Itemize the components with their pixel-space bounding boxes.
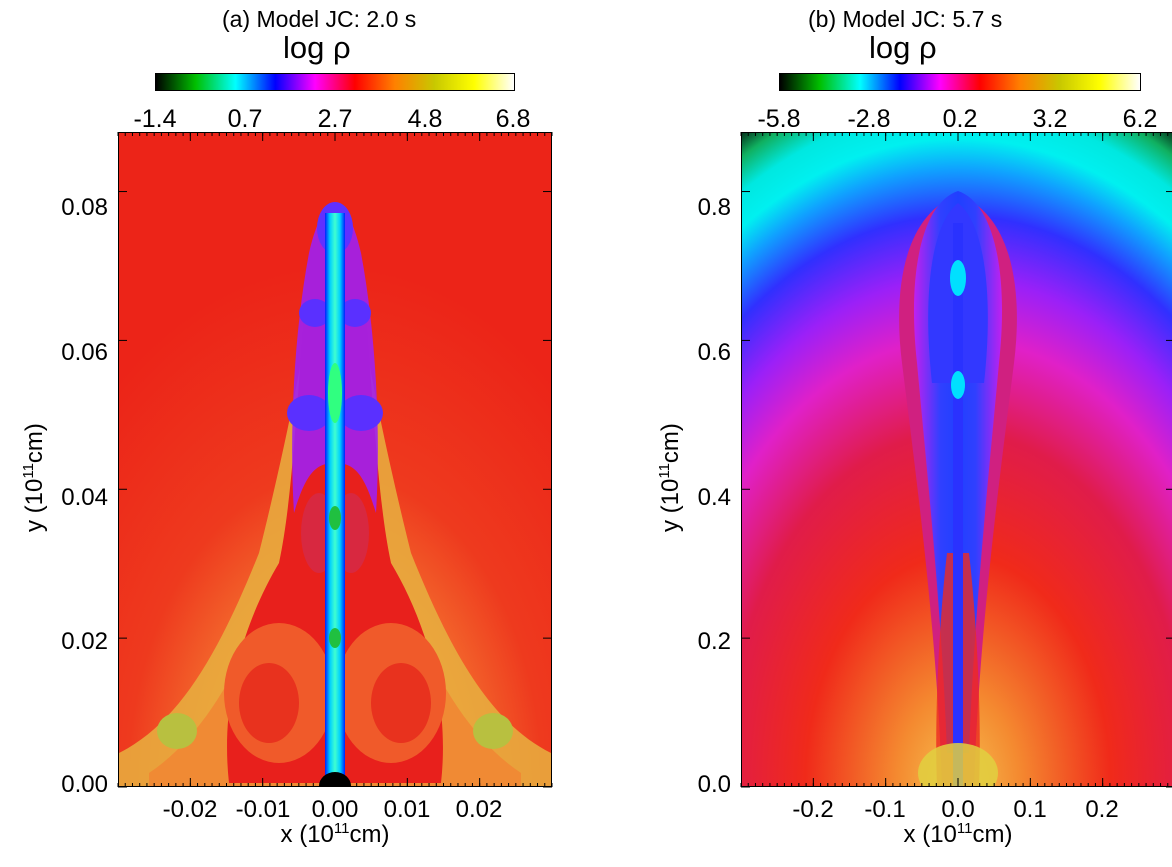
panel-b-plot-area (741, 132, 1172, 787)
panel-a-cb-tick: 0.7 (227, 105, 263, 133)
panel-b-xtick: 0.1 (1013, 796, 1047, 823)
panel-a-cb-tick: -1.4 (133, 105, 177, 133)
panel-b-cb-tick: 6.2 (1122, 105, 1158, 133)
panel-b-xtick: 0.0 (941, 796, 975, 823)
panel-a: (a) Model JC: 2.0 s log ρ -1.4 0.7 2.7 4… (20, 6, 553, 848)
panel-a-ytick: 0.08 (61, 194, 108, 221)
panel-b-ytick: 0.8 (697, 194, 731, 221)
panel-a-cb-tick: 2.7 (317, 105, 353, 133)
panel-a-ytick: 0.02 (61, 628, 108, 655)
panel-b-cb-tick: -5.8 (757, 105, 801, 133)
panel-a-density-map (119, 133, 551, 786)
panel-b-cb-tick: -2.8 (847, 105, 891, 133)
panel-b-ytick: 0.2 (697, 628, 731, 655)
panel-b: (b) Model JC: 5.7 s log ρ -5.8 -2.8 0.2 … (586, 0, 1172, 867)
panel-b-y-axis-label: y (1011cm) (656, 423, 684, 532)
panel-a-cb-tick: 4.8 (407, 105, 443, 133)
panel-b-colorbar (779, 73, 1141, 91)
panel-b-cb-tick: 0.2 (942, 105, 978, 133)
panel-a-xtick: 0.00 (311, 796, 359, 823)
panel-a-ytick: 0.06 (61, 339, 108, 366)
panel-a-y-axis-label: y (1011cm) (20, 423, 48, 532)
panel-a-colorbar (155, 73, 515, 91)
panel-b-ytick: 0.4 (697, 484, 731, 511)
panel-a-plot-area (118, 132, 552, 787)
panel-a-ytick: 0.04 (61, 484, 108, 511)
panel-a-xtick: -0.02 (162, 796, 218, 823)
panel-a-xtick: 0.02 (455, 796, 503, 823)
panel-a-xtick: 0.01 (383, 796, 431, 823)
panel-b-title: (b) Model JC: 5.7 s (808, 6, 1003, 32)
panel-b-colorbar-title: log ρ (869, 30, 937, 65)
panel-b-x-axis-label: x (1011cm) (903, 820, 1013, 848)
panel-a-xtick: -0.01 (235, 796, 291, 823)
panel-b-cb-tick: 3.2 (1032, 105, 1068, 133)
panel-b-ytick: 0.0 (697, 771, 731, 798)
panel-a-x-axis-label: x (1011cm) (280, 820, 390, 848)
panel-a-cb-tick: 6.8 (495, 105, 531, 133)
panel-a-colorbar-title: log ρ (283, 30, 351, 65)
panel-b-xtick: 0.2 (1085, 796, 1119, 823)
panel-b-xtick: -0.1 (864, 796, 906, 823)
panel-b-ytick: 0.6 (697, 339, 731, 366)
panel-b-density-map (742, 133, 1172, 786)
panel-a-title: (a) Model JC: 2.0 s (222, 6, 417, 32)
panel-a-ytick: 0.00 (61, 771, 108, 798)
panel-b-xtick: -0.2 (792, 796, 834, 823)
